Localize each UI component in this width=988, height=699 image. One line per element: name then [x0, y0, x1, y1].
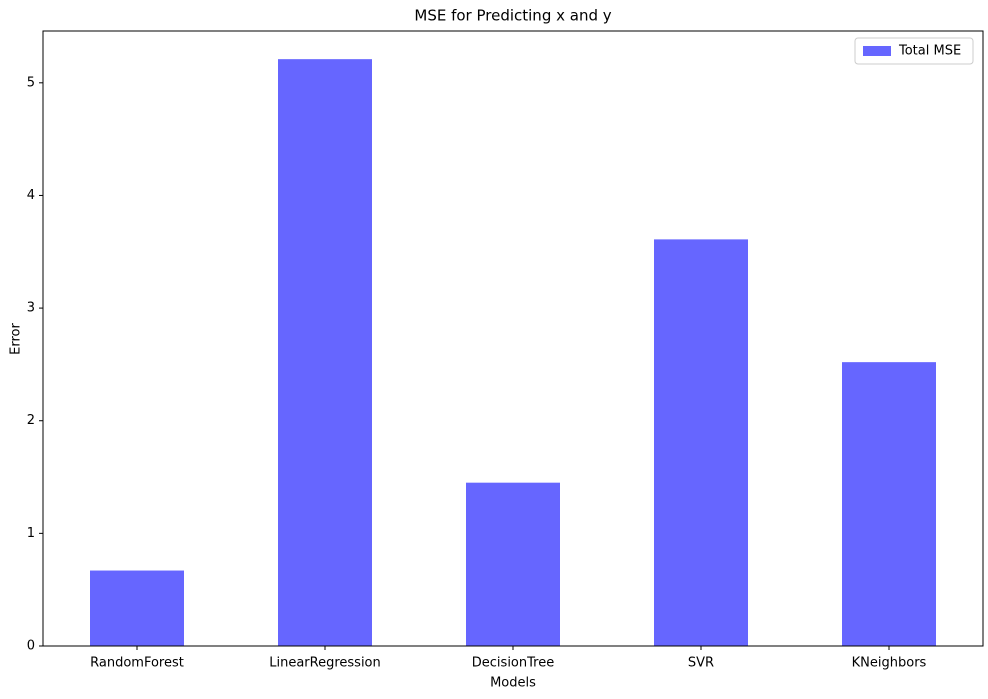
- x-tick-label: DecisionTree: [472, 656, 554, 671]
- bar: [278, 59, 372, 646]
- y-tick-label: 5: [27, 75, 35, 90]
- x-tick-label: SVR: [688, 656, 714, 671]
- x-axis-label: Models: [490, 676, 536, 691]
- bar: [90, 570, 184, 646]
- legend-label: Total MSE: [898, 44, 961, 59]
- x-tick-label: LinearRegression: [269, 656, 381, 671]
- x-tick-label: KNeighbors: [852, 656, 927, 671]
- legend-box: [854, 37, 974, 65]
- chart-title: MSE for Predicting x and y: [414, 7, 611, 25]
- bar: [842, 362, 936, 646]
- y-tick-label: 4: [27, 188, 35, 203]
- legend-swatch: [863, 46, 891, 56]
- y-tick-label: 1: [27, 526, 35, 541]
- y-tick-label: 3: [27, 301, 35, 316]
- y-tick-label: 2: [27, 413, 35, 428]
- bar: [654, 239, 748, 646]
- bar: [466, 482, 560, 646]
- x-tick-label: RandomForest: [90, 656, 184, 671]
- plot-frame: [42, 30, 984, 647]
- y-axis-label: Error: [9, 323, 24, 355]
- y-tick-label: 0: [27, 639, 35, 654]
